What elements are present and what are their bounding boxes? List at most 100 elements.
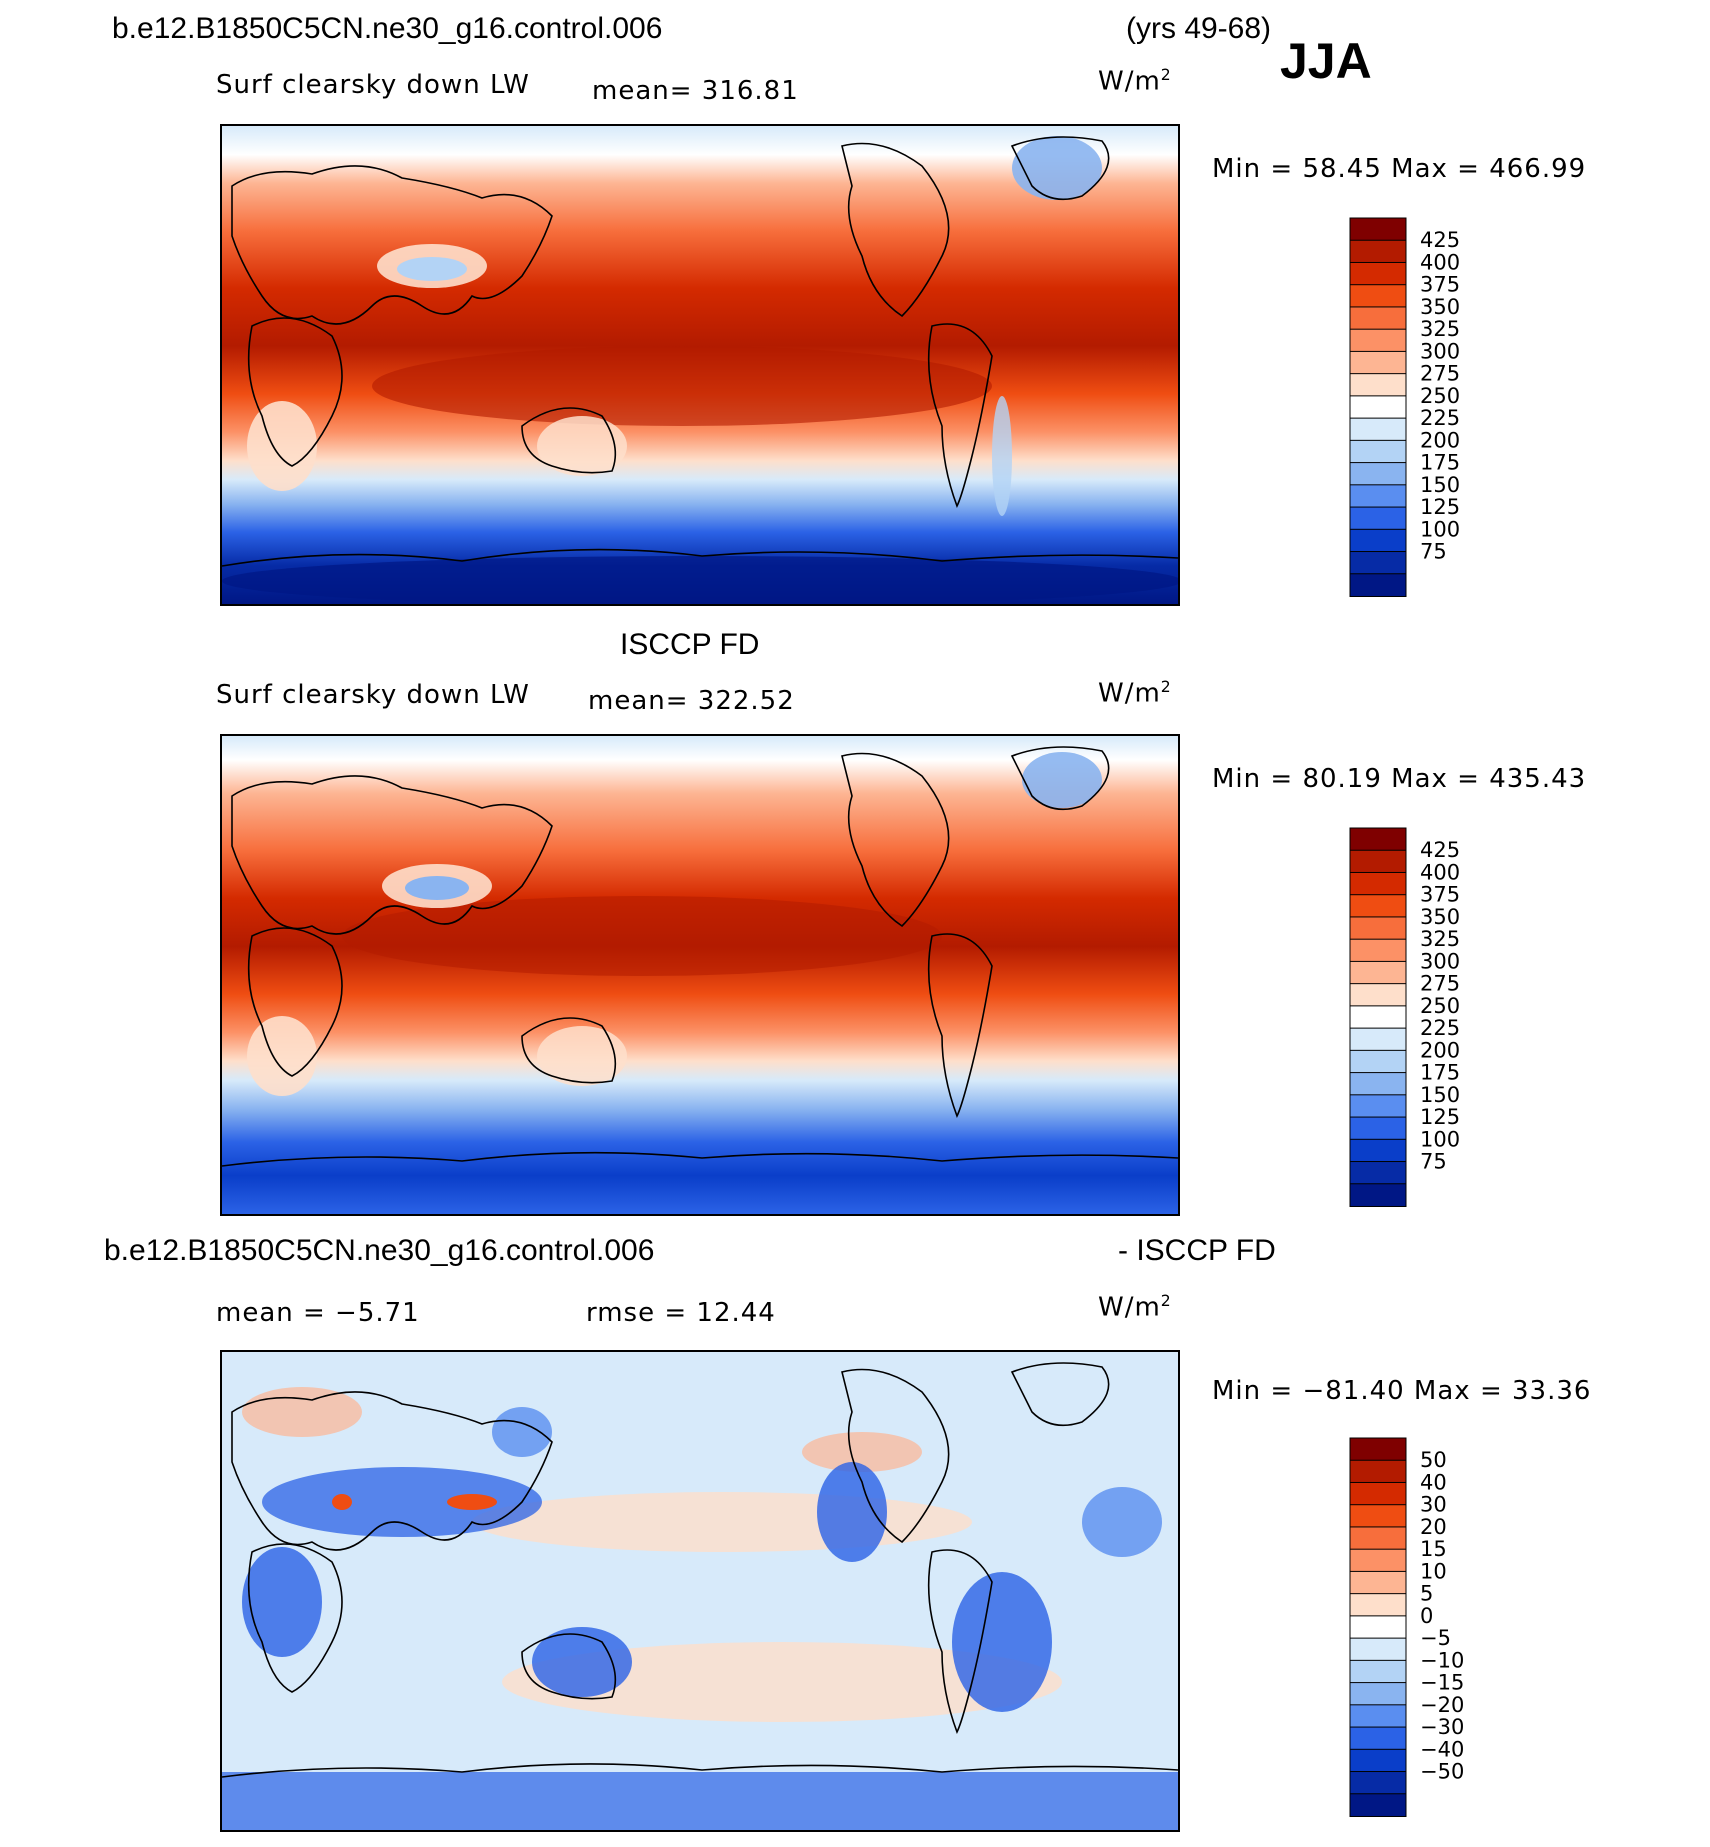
panel3-rmse: rmse = 12.44	[586, 1298, 776, 1328]
colorbar-tick-label: −40	[1420, 1737, 1464, 1761]
colorbar-tick-label: 400	[1420, 250, 1460, 274]
panel1-colorbar: 425 400 375 350 325 300 275 250 225 200 175 150 125 1…	[1349, 217, 1460, 598]
colorbar-tick-label: −50	[1420, 1760, 1464, 1784]
panel1-variable: Surf clearsky down LW	[216, 70, 530, 100]
colorbar-tick-label: 15	[1420, 1537, 1447, 1561]
colorbar-swatch	[1349, 1771, 1407, 1795]
colorbar-tick-label: 250	[1420, 994, 1460, 1018]
colorbar-swatch	[1349, 1593, 1407, 1617]
panel2-units: W/m2	[1098, 678, 1172, 709]
colorbar-tick-label: 150	[1420, 473, 1460, 497]
panel1-field	[222, 126, 1178, 604]
colorbar-tick-label: 375	[1420, 273, 1460, 297]
colorbar-swatch	[1349, 1704, 1407, 1729]
colorbar-swatch	[1349, 350, 1407, 375]
colorbar-swatch	[1349, 1005, 1407, 1030]
panel3-mean: mean = −5.71	[216, 1298, 420, 1328]
colorbar-swatch	[1349, 983, 1407, 1007]
panel3-units: W/m2	[1098, 1292, 1172, 1323]
colorbar-tick-label: 350	[1420, 905, 1460, 929]
colorbar-tick-label: 175	[1420, 1061, 1460, 1085]
panel1-colorbar-swatches: 4254003753503253002752502252001751501251…	[1349, 217, 1460, 598]
colorbar-swatch	[1349, 1793, 1407, 1818]
colorbar-tick-label: −10	[1420, 1648, 1464, 1672]
season-label: JJA	[1280, 33, 1372, 89]
years-label: (yrs 49-68)	[1126, 12, 1272, 45]
colorbar-swatch	[1349, 1161, 1407, 1185]
colorbar-tick-label: −5	[1420, 1626, 1451, 1650]
colorbar-swatch	[1349, 1526, 1407, 1551]
colorbar-swatch	[1349, 573, 1407, 598]
colorbar-swatch	[1349, 239, 1407, 264]
colorbar-tick-label: 125	[1420, 1105, 1460, 1129]
colorbar-swatch	[1349, 261, 1407, 286]
colorbar-tick-label: 400	[1420, 860, 1460, 884]
colorbar-tick-label: 200	[1420, 428, 1460, 452]
colorbar-swatch	[1349, 1726, 1407, 1751]
panel1-minmax: Min = 58.45 Max = 466.99	[1212, 154, 1587, 184]
colorbar-tick-label: 275	[1420, 362, 1460, 386]
colorbar-swatch	[1349, 1183, 1407, 1208]
colorbar-swatch	[1349, 462, 1407, 486]
colorbar-swatch	[1349, 894, 1407, 918]
colorbar-tick-label: 50	[1420, 1448, 1447, 1472]
colorbar-swatch	[1349, 484, 1407, 509]
panel3-minmax: Min = −81.40 Max = 33.36	[1212, 1376, 1592, 1406]
panel2-colorbar: 425 400 375 350 325 300 275 250 225 200 175 150 125 1…	[1349, 827, 1460, 1208]
colorbar-swatch	[1349, 1481, 1407, 1506]
colorbar-swatch	[1349, 1504, 1407, 1528]
colorbar-swatch	[1349, 1748, 1407, 1773]
colorbar-swatch	[1349, 1570, 1407, 1595]
colorbar-tick-label: 325	[1420, 317, 1460, 341]
colorbar-tick-label: 40	[1420, 1470, 1447, 1494]
colorbar-tick-label: 125	[1420, 495, 1460, 519]
colorbar-swatch	[1349, 1548, 1407, 1573]
panel1-mean: mean= 316.81	[592, 76, 799, 106]
colorbar-tick-label: 425	[1420, 228, 1460, 252]
colorbar-tick-label: 200	[1420, 1038, 1460, 1062]
colorbar-tick-label: −15	[1420, 1671, 1464, 1695]
colorbar-swatch	[1349, 938, 1407, 963]
panel3-title-left: b.e12.B1850C5CN.ne30_g16.control.006	[104, 1234, 655, 1267]
colorbar-tick-label: 175	[1420, 451, 1460, 475]
panel2-colorbar-swatches: 4254003753503253002752502252001751501251…	[1349, 827, 1460, 1208]
panel2-field	[222, 736, 1178, 1214]
colorbar-tick-label: 0	[1420, 1604, 1433, 1628]
colorbar-tick-label: 75	[1420, 1150, 1447, 1174]
colorbar-tick-label: 225	[1420, 406, 1460, 430]
colorbar-swatch	[1349, 1615, 1407, 1640]
colorbar-swatch	[1349, 1459, 1407, 1484]
colorbar-tick-label: −30	[1420, 1715, 1464, 1739]
panel2-variable: Surf clearsky down LW	[216, 680, 530, 710]
colorbar-swatch	[1349, 1072, 1407, 1096]
panel2-title: ISCCP FD	[620, 628, 760, 661]
colorbar-swatch	[1349, 1138, 1407, 1163]
colorbar-swatch	[1349, 1682, 1407, 1706]
panel1-units: W/m2	[1098, 66, 1172, 97]
colorbar-swatch	[1349, 916, 1407, 941]
colorbar-swatch	[1349, 849, 1407, 874]
colorbar-swatch	[1349, 1049, 1407, 1074]
colorbar-tick-label: 150	[1420, 1083, 1460, 1107]
colorbar-swatch	[1349, 306, 1407, 331]
colorbar-tick-label: 5	[1420, 1582, 1433, 1606]
colorbar-swatch	[1349, 1116, 1407, 1141]
colorbar-swatch	[1349, 551, 1407, 575]
colorbar-swatch	[1349, 1637, 1407, 1662]
colorbar-tick-label: 10	[1420, 1559, 1447, 1583]
colorbar-tick-label: 300	[1420, 339, 1460, 363]
colorbar-swatch	[1349, 328, 1407, 353]
colorbar-swatch	[1349, 827, 1407, 852]
panel3-map	[220, 1350, 1180, 1832]
colorbar-tick-label: 250	[1420, 384, 1460, 408]
colorbar-tick-label: 100	[1420, 517, 1460, 541]
colorbar-tick-label: 100	[1420, 1127, 1460, 1151]
panel1-map	[220, 124, 1180, 606]
colorbar-swatch	[1349, 417, 1407, 442]
colorbar-tick-label: 20	[1420, 1515, 1447, 1539]
colorbar-swatch	[1349, 217, 1407, 242]
colorbar-tick-label: 375	[1420, 883, 1460, 907]
colorbar-tick-label: 300	[1420, 949, 1460, 973]
colorbar-tick-label: 225	[1420, 1016, 1460, 1040]
colorbar-tick-label: 425	[1420, 838, 1460, 862]
